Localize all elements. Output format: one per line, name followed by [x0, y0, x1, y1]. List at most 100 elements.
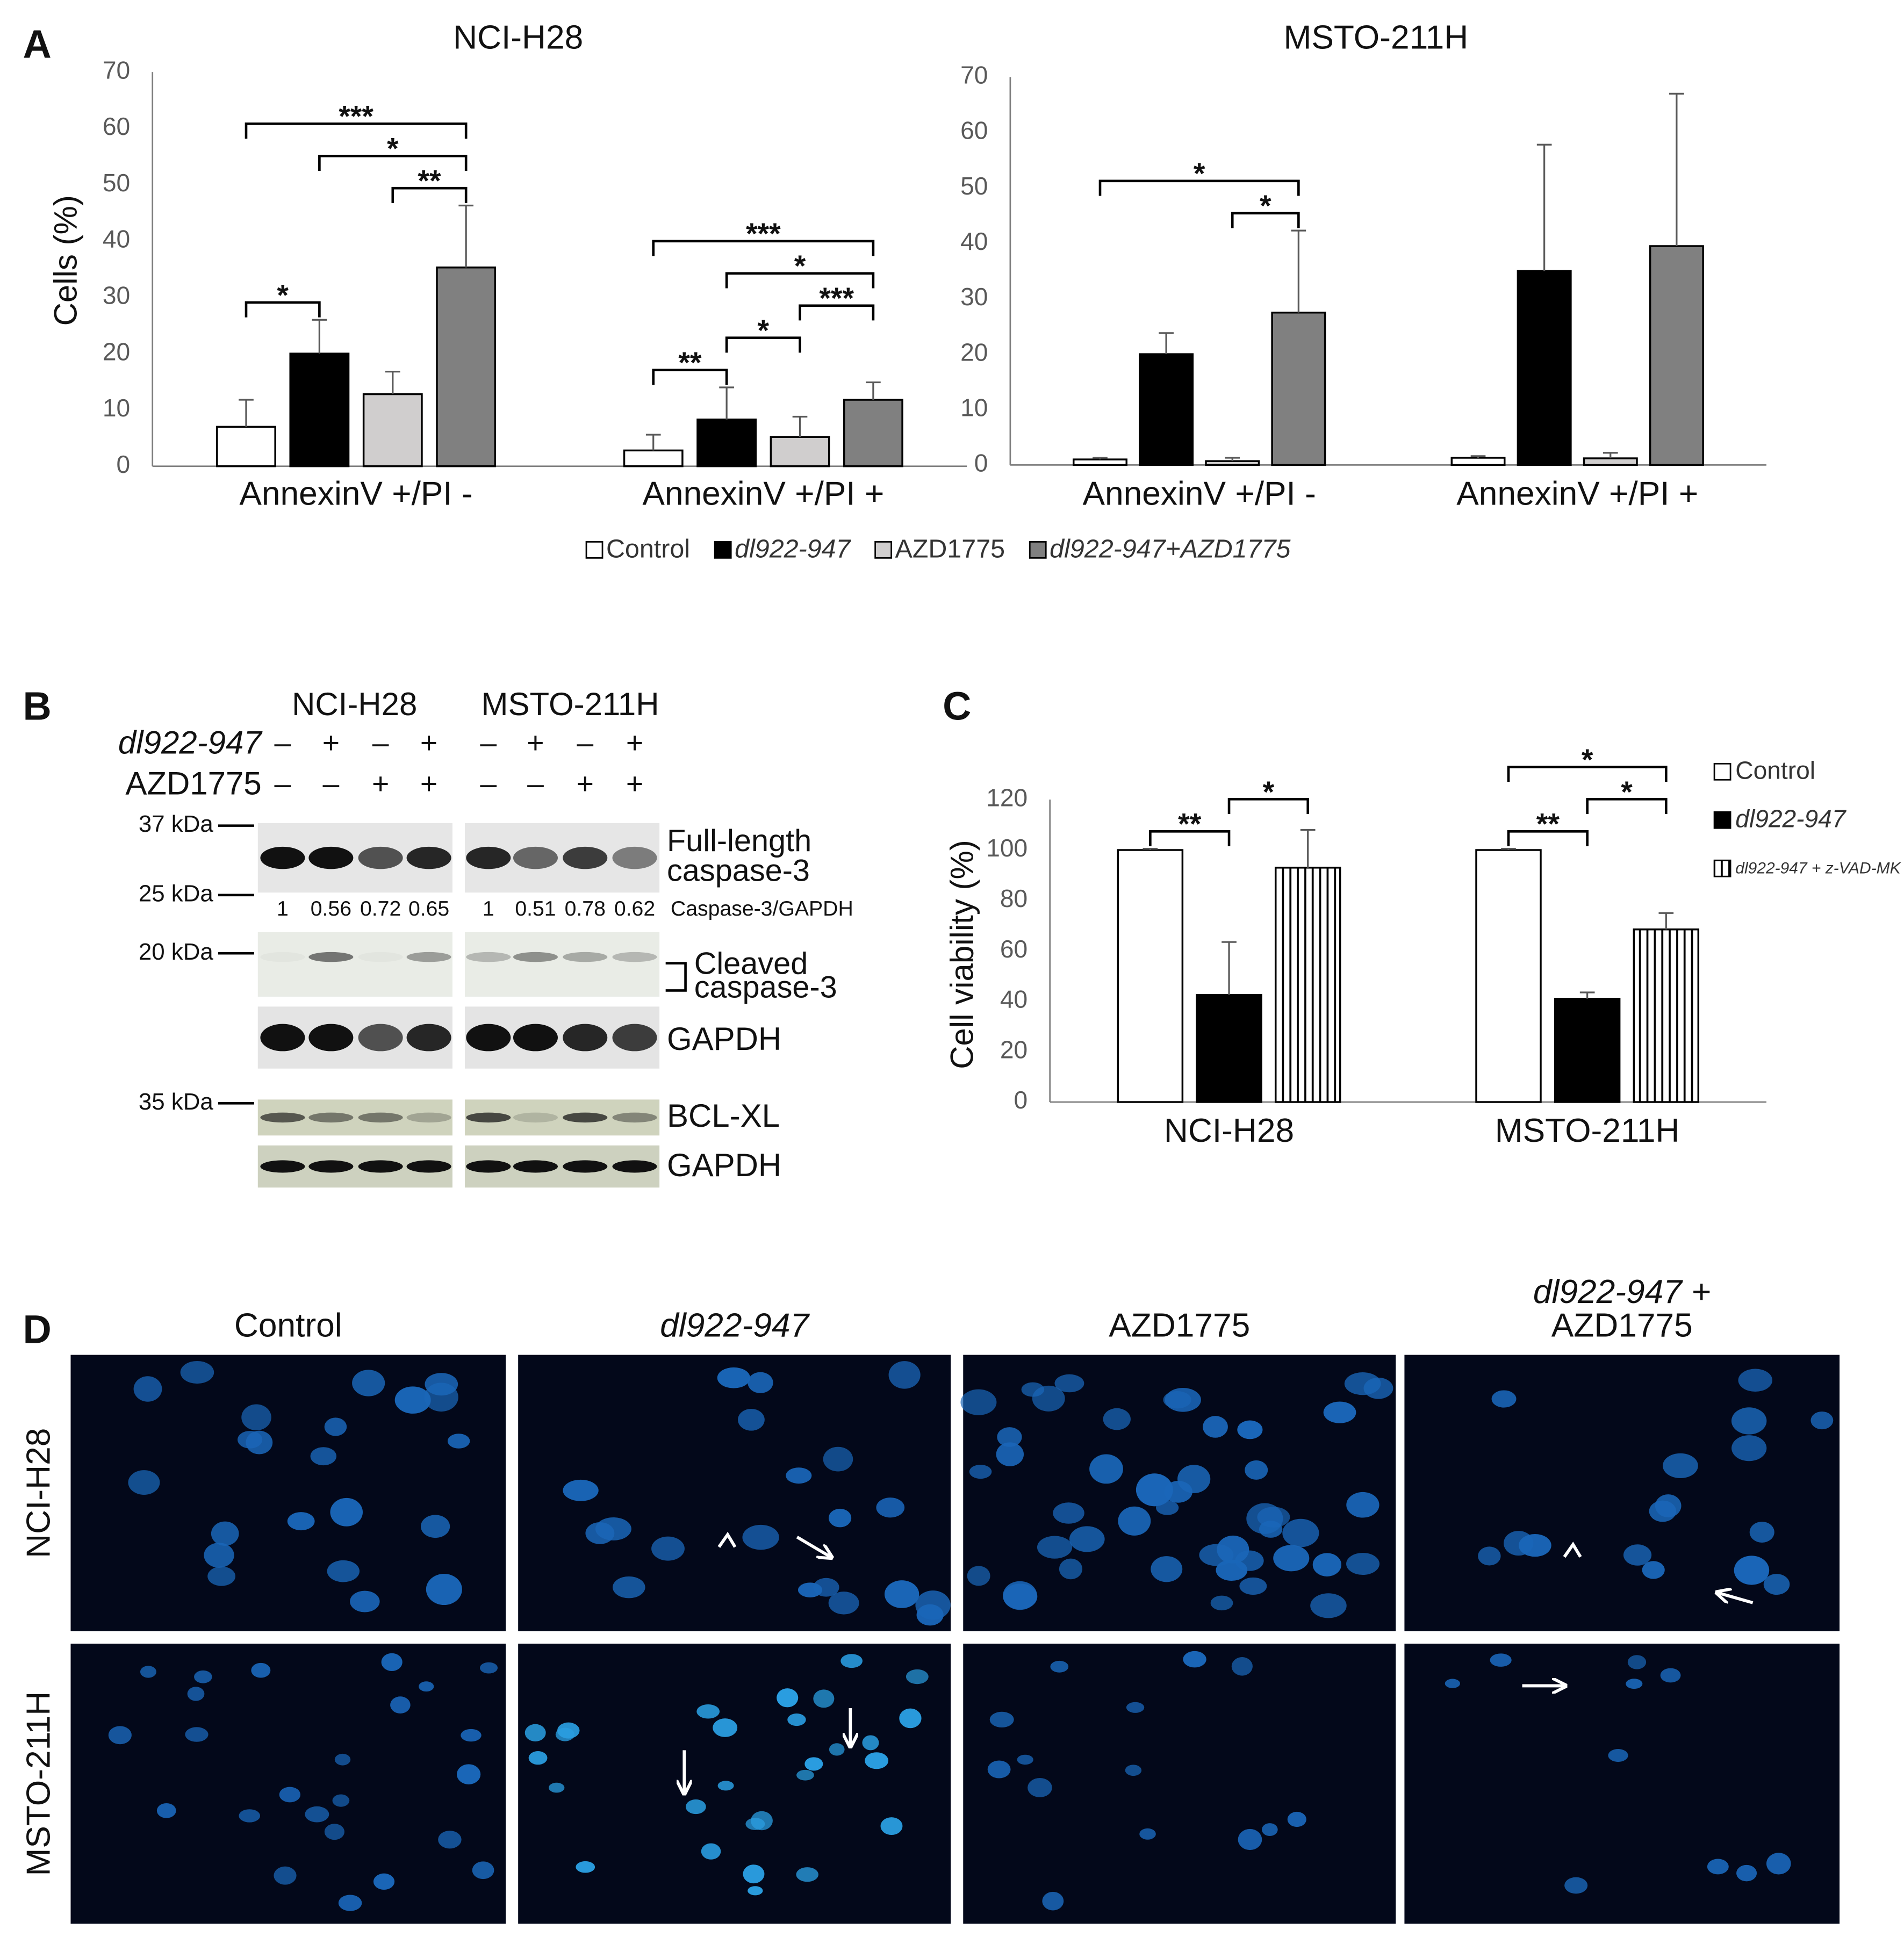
legend-label: AZD1775: [895, 534, 1005, 563]
bar: [1139, 353, 1194, 466]
nucleus: [840, 1654, 863, 1668]
nucleus: [813, 1689, 835, 1708]
ratio-value: 0.72: [360, 897, 401, 920]
significance-label: *: [277, 278, 289, 312]
band-label: Cleaved: [694, 947, 808, 981]
bar: [1196, 993, 1262, 1103]
blot-band: [308, 1024, 354, 1052]
blot-band: [612, 952, 657, 962]
nucleus: [421, 1515, 450, 1538]
nucleus: [1103, 1408, 1131, 1430]
nucleus: [108, 1726, 132, 1745]
y-tick-label: 20: [103, 337, 130, 365]
nucleus: [738, 1408, 765, 1431]
chart-title: NCI-H28: [453, 19, 583, 56]
blot-band: [406, 1112, 451, 1123]
nucleus: [447, 1434, 470, 1449]
nucleus: [865, 1752, 889, 1769]
nucleus: [1731, 1435, 1767, 1461]
y-tick-label: 0: [117, 450, 131, 478]
significance-bracket: [391, 186, 468, 203]
nucleus: [989, 1711, 1014, 1728]
nucleus: [338, 1895, 362, 1911]
nucleus: [549, 1782, 565, 1793]
significance-bracket: [799, 304, 875, 321]
micrograph: [518, 1355, 951, 1631]
nucleus: [241, 1404, 271, 1431]
nucleus: [1663, 1453, 1698, 1479]
nucleus: [1344, 1372, 1381, 1395]
mw-marker: 37 kDa: [139, 811, 213, 837]
bar: [1517, 270, 1572, 466]
treatment-sign: +: [626, 726, 643, 759]
y-tick-label: 20: [1000, 1035, 1028, 1063]
treatment-sign: –: [372, 726, 389, 759]
blot-band: [308, 952, 354, 962]
nucleus: [916, 1604, 944, 1626]
nucleus: [1203, 1416, 1228, 1438]
legend-swatch: [585, 541, 603, 559]
significance-bracket: [1227, 798, 1309, 815]
micrograph-background: [518, 1644, 951, 1924]
bar: [843, 399, 903, 467]
treatment-sign: +: [322, 726, 340, 759]
significance-bracket: [1231, 212, 1300, 228]
band-label: BCL-XL: [667, 1098, 780, 1134]
nucleus: [1282, 1518, 1319, 1547]
nucleus: [1199, 1544, 1234, 1566]
nucleus: [1050, 1660, 1069, 1673]
error-bar: [239, 399, 254, 427]
ratio-value: 0.78: [565, 897, 606, 920]
blot-column-title: MSTO-211H: [482, 686, 659, 722]
error-bar: [1222, 941, 1237, 995]
x-tick-label: AnnexinV +/PI +: [642, 476, 884, 513]
nucleus: [555, 1727, 575, 1741]
nucleus: [880, 1817, 903, 1835]
nucleus: [1089, 1454, 1123, 1484]
significance-bracket: [725, 272, 875, 289]
nucleus: [1478, 1546, 1501, 1566]
error-bar: [1470, 455, 1486, 458]
nucleus: [324, 1824, 344, 1840]
nucleus: [1738, 1369, 1773, 1392]
bar: [1554, 997, 1621, 1103]
nucleus: [717, 1781, 734, 1791]
bar: [1073, 458, 1127, 466]
x-tick-label: MSTO-211H: [1495, 1112, 1680, 1149]
nucleus: [796, 1769, 814, 1781]
blot-band: [260, 1160, 305, 1173]
treatment-sign: –: [577, 726, 593, 759]
significance-label: *: [1621, 775, 1633, 809]
micrograph-column-title: dl922-947 +: [1533, 1273, 1711, 1311]
nucleus: [1239, 1577, 1267, 1595]
blot-band: [563, 1024, 608, 1052]
micrograph-column-title: dl922-947: [660, 1307, 810, 1344]
nucleus: [1749, 1522, 1774, 1543]
significance-label: ***: [819, 282, 854, 315]
error-bar: [1159, 332, 1174, 355]
y-tick-label: 40: [960, 227, 988, 255]
nucleus: [1490, 1653, 1512, 1667]
nucleus: [330, 1497, 363, 1527]
nucleus: [310, 1447, 337, 1466]
legend-swatch: [1713, 811, 1731, 829]
error-bar: [645, 434, 661, 451]
y-tick-label: 20: [960, 338, 988, 366]
blot-band: [260, 1112, 305, 1123]
nucleus: [813, 1578, 839, 1597]
nucleus: [426, 1574, 462, 1605]
micrograph: [518, 1644, 951, 1924]
mw-marker: 20 kDa: [139, 939, 213, 965]
micrograph-column-title: AZD1775: [1109, 1307, 1250, 1344]
x-tick-label: AnnexinV +/PI -: [1082, 476, 1316, 513]
nucleus: [394, 1386, 431, 1414]
nucleus: [1177, 1465, 1211, 1493]
nucleus: [751, 1811, 773, 1831]
panel-label: D: [23, 1307, 52, 1352]
significance-label: *: [387, 132, 399, 165]
nucleus: [1126, 1702, 1145, 1713]
ratio-value: 0.56: [311, 897, 351, 920]
y-tick-label: 0: [1014, 1086, 1028, 1114]
nucleus: [1259, 1521, 1283, 1538]
nucleus: [528, 1751, 548, 1765]
